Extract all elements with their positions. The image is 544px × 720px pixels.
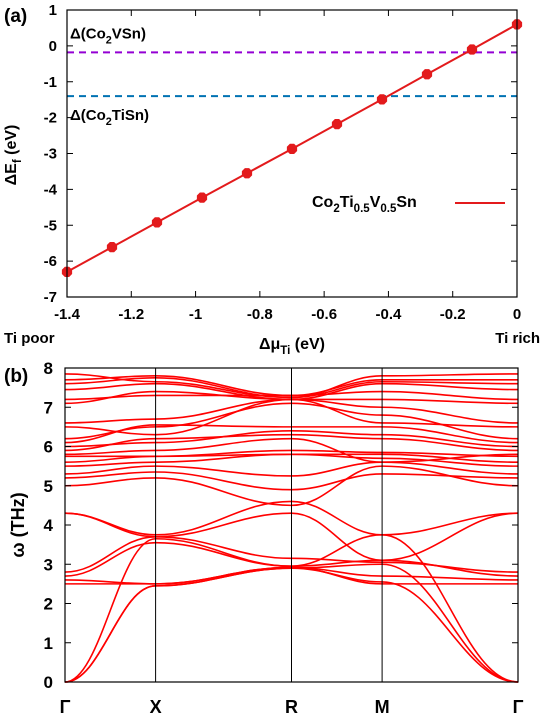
panel-b: 0 1 2 3 4 5 6 7 8 Γ X R M Γω (THz) (b) (4, 359, 524, 717)
y-tick-label: 2 (44, 595, 53, 614)
x-axis-title-unit: (eV) (290, 336, 325, 353)
reference-line-label-part: 2 (106, 116, 112, 128)
legend-label-part: Co (312, 194, 334, 211)
kpoint-label: R (285, 697, 298, 717)
panel-a: Δ(Co2VSn)Δ(Co2TiSn)-1.4 -1.2 -1 -0.8 -0.6 -0.… (3, 2, 540, 357)
reference-line-label-part: Δ(Co (70, 107, 106, 124)
reference-line-label-part: TiSn) (112, 107, 149, 124)
y-tick-label: -1 (44, 74, 57, 91)
data-point (421, 69, 433, 80)
x-tick-label: -0.8 (247, 306, 273, 323)
y-axis-title-main: ΔE (3, 163, 20, 186)
x-tick-label: -1.4 (54, 306, 81, 323)
x-axis-title-main: Δμ (259, 336, 280, 353)
panel-label: (b) (4, 366, 28, 387)
y-tick-label: 4 (44, 516, 54, 535)
data-point (196, 192, 208, 203)
y-axis-title-unit: (eV) (3, 125, 20, 160)
reference-line-label: Δ(Co2VSn) (70, 25, 146, 46)
data-point (241, 168, 253, 179)
y-tick-label: 8 (44, 359, 53, 378)
y-tick-label: -7 (44, 289, 57, 306)
y-tick-label: -5 (44, 217, 57, 234)
y-tick-label: 1 (49, 2, 57, 19)
legend-label-part: V (370, 194, 381, 211)
kpoint-label: X (150, 697, 162, 717)
data-point (376, 94, 388, 105)
data-point (106, 242, 118, 253)
x-tick-label: -0.4 (375, 306, 402, 323)
y-tick-label: -3 (44, 146, 57, 163)
y-tick-label: 3 (44, 555, 53, 574)
y-axis-title: ω (THz) (8, 492, 28, 557)
x-axis-title: ΔμTi (eV) (259, 336, 325, 357)
y-tick-label: -4 (44, 181, 58, 198)
reference-line-label-part: 2 (106, 34, 112, 46)
kpoint-label: M (375, 697, 390, 717)
data-point (286, 143, 298, 154)
y-tick-label: -2 (44, 110, 57, 127)
reference-line-label: Δ(Co2TiSn) (70, 107, 149, 128)
y-tick-label: 5 (44, 477, 53, 496)
y-tick-label: 6 (44, 438, 53, 457)
data-point (151, 217, 163, 228)
legend-label-part: 0.5 (354, 203, 371, 215)
y-axis-title: ΔEf (eV) (3, 125, 24, 186)
reference-line-label-part: VSn) (112, 25, 146, 42)
x-axis-title-sub: Ti (280, 345, 290, 357)
y-tick-label: 0 (44, 673, 53, 692)
legend-label: Co2Ti0.5V0.5Sn (312, 194, 417, 215)
y-tick-label: -6 (44, 253, 57, 270)
x-tick-label: -1 (189, 306, 202, 323)
kpoint-label: Γ (60, 697, 71, 717)
x-tick-label: -0.6 (311, 306, 337, 323)
data-point (466, 44, 478, 55)
reference-line-label-part: Δ(Co (70, 25, 106, 42)
legend-label-part: Sn (396, 194, 416, 211)
legend-label-part: 2 (333, 203, 339, 215)
y-axis-title-sub: f (12, 159, 24, 163)
y-tick-label: 0 (49, 38, 57, 55)
x-tick-label: 0 (513, 306, 521, 323)
x-end-label-right: Ti rich (495, 330, 540, 347)
legend-label-part: Ti (340, 194, 354, 211)
legend-label-part: 0.5 (380, 203, 397, 215)
panel-label: (a) (4, 6, 27, 27)
kpoint-label: Γ (513, 697, 524, 717)
y-tick-label: 1 (44, 634, 53, 653)
x-end-label-left: Ti poor (4, 330, 55, 347)
x-tick-label: -1.2 (118, 306, 144, 323)
y-tick-label: 7 (44, 398, 53, 417)
x-tick-label: -0.2 (440, 306, 466, 323)
data-point (331, 118, 343, 130)
